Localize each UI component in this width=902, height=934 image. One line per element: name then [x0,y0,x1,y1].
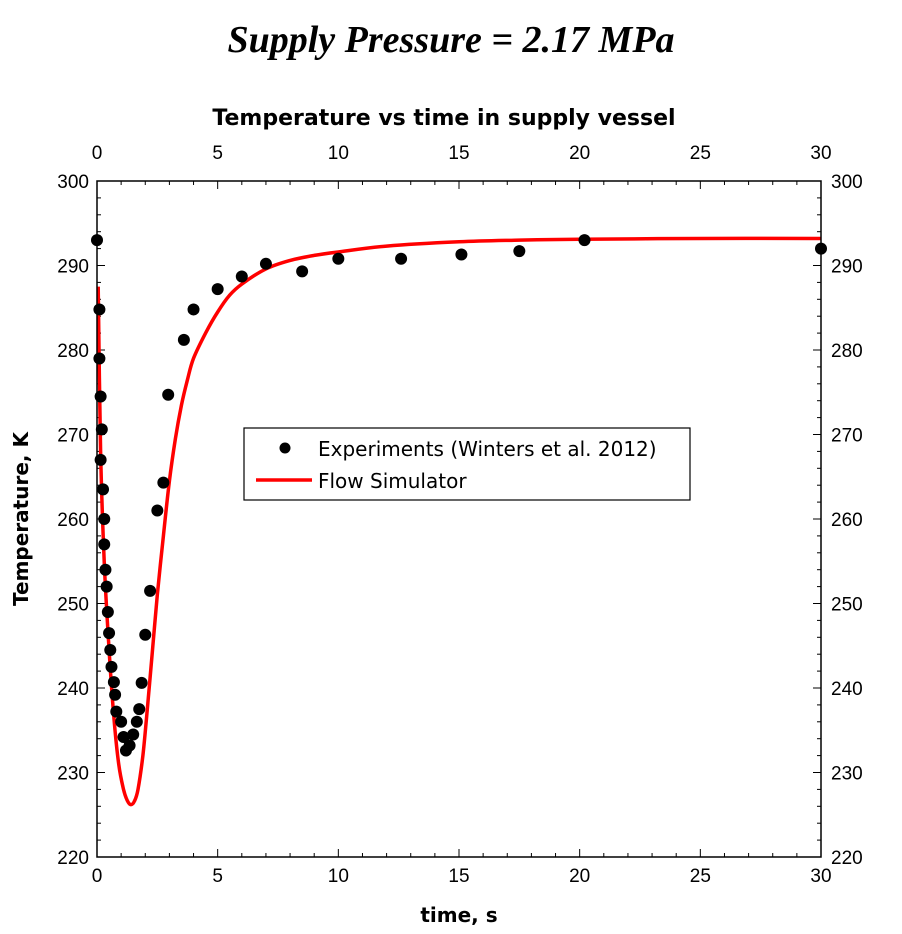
experiment-data-point [110,705,123,718]
experiment-data-point [93,303,106,316]
chart-title: Temperature vs time in supply vessel [212,106,675,131]
y-tick-label-left: 250 [57,595,89,616]
x-tick-label-bottom: 0 [92,866,103,887]
legend-box [243,427,691,501]
experiment-data-point [115,715,128,728]
y-tick-label-left: 280 [57,341,89,362]
x-tick-label-top: 25 [690,143,711,164]
experiment-data-point [117,731,130,744]
experiment-data-point [104,643,117,656]
experiment-data-point [144,584,157,597]
experiment-data-point [98,513,111,525]
experiment-data-point [99,563,112,576]
y-tick-label-left: 270 [57,426,89,447]
experiment-data-point [296,265,309,278]
experiment-data-point [97,483,110,496]
legend: Experiments (Winters et al. 2012) Flow S… [243,427,691,501]
y-tick-label-right: 230 [831,764,863,785]
legend-label-experiments: Experiments (Winters et al. 2012) [318,437,657,461]
x-tick-label-top: 15 [448,143,469,164]
x-axis-label: time, s [420,903,497,927]
experiment-data-point [513,245,526,258]
legend-marker-experiments [279,442,291,454]
experiment-data-point [95,423,108,436]
y-tick-label-right: 260 [831,510,863,531]
x-tick-label-bottom: 25 [690,866,711,887]
experiment-data-point [139,628,152,641]
experiment-data-point [578,234,591,247]
experiment-data-point [133,703,146,716]
x-tick-label-bottom: 5 [212,866,223,887]
y-axis-label: Temperature, K [9,431,33,606]
page-supertitle: Supply Pressure = 2.17 MPa [227,19,675,61]
y-tick-label-right: 280 [831,341,863,362]
experiment-data-point [211,283,224,296]
experiment-data-point [135,676,148,689]
y-tick-label-right: 270 [831,426,863,447]
experiment-data-point [98,538,111,551]
experiment-data-point [455,248,468,261]
experiment-data-point [100,580,113,593]
x-tick-label-top: 5 [212,143,223,164]
x-tick-label-top: 10 [328,143,349,164]
flow-simulator-line [96,236,822,807]
experiment-data-point [162,388,175,401]
experiment-data-point [177,333,190,346]
x-tick-label-top: 0 [92,143,103,164]
y-tick-label-left: 300 [57,172,89,193]
experiment-data-point [332,252,345,265]
x-tick-label-bottom: 20 [569,866,590,887]
y-tick-label-left: 240 [57,679,89,700]
x-tick-label-bottom: 10 [328,866,349,887]
x-tick-label-top: 20 [569,143,590,164]
y-tick-label-right: 300 [831,172,863,193]
experiment-data-point [107,676,120,689]
y-tick-label-right: 220 [831,848,863,869]
experiment-data-point [395,252,408,265]
y-tick-label-left: 220 [57,848,89,869]
experiment-data-point [101,605,114,618]
y-tick-label-left: 290 [57,257,89,278]
x-tick-label-top: 30 [810,143,831,164]
experiment-data-point [109,688,122,701]
experiment-data-point [93,352,106,365]
experiment-data-point [130,715,143,728]
experiment-data-point [187,303,200,316]
y-tick-label-right: 240 [831,679,863,700]
experiment-data-point [105,660,118,673]
y-tick-label-left: 230 [57,764,89,785]
y-tick-label-left: 260 [57,510,89,531]
y-tick-label-right: 250 [831,595,863,616]
plot-frame [96,180,822,858]
experiment-data-point [235,270,248,283]
x-tick-label-bottom: 30 [810,866,831,887]
experiment-data-point [259,257,272,270]
experiment-data-point [103,627,116,640]
y-tick-label-right: 290 [831,257,863,278]
experiment-data-point [127,728,140,741]
x-tick-label-bottom: 15 [448,866,469,887]
legend-label-simulator: Flow Simulator [318,469,467,493]
experiment-data-point [157,476,170,489]
experiment-data-point [123,739,136,752]
experiment-data-point [151,504,164,517]
